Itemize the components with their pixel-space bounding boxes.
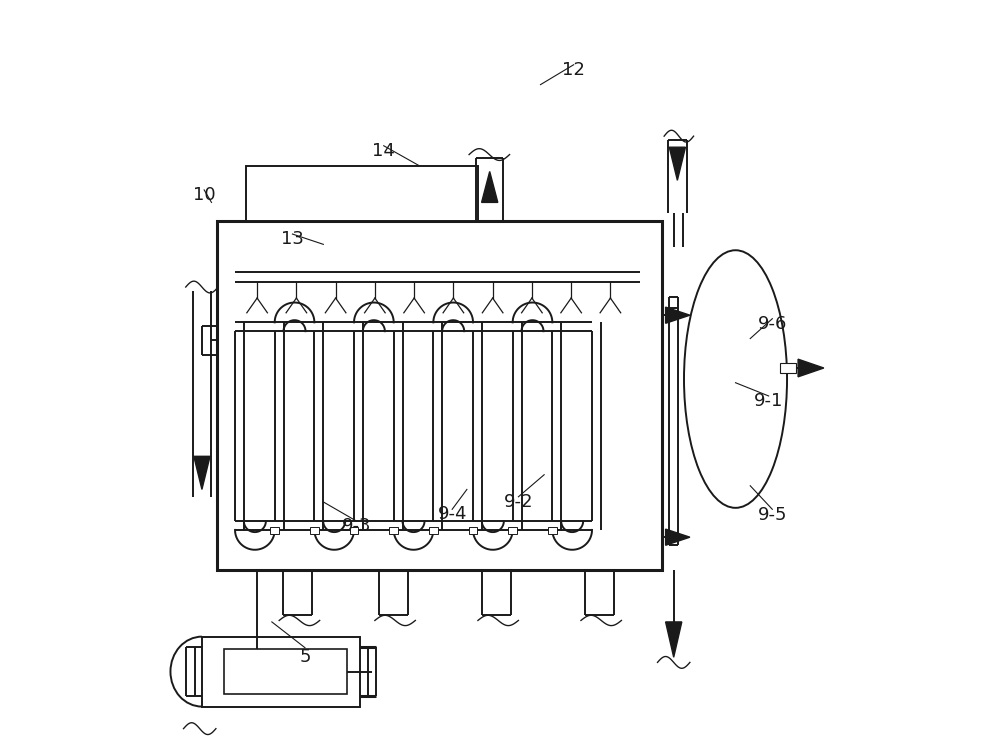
Polygon shape	[194, 456, 210, 489]
Bar	[202, 637, 360, 707]
Bar	[350, 527, 358, 534]
Bar	[508, 527, 517, 534]
Bar	[389, 527, 398, 534]
Text: 9-4: 9-4	[437, 505, 467, 523]
Text: 9-5: 9-5	[758, 506, 787, 524]
Bar	[780, 363, 796, 373]
Bar	[246, 166, 478, 221]
Polygon shape	[669, 147, 685, 180]
Text: 5: 5	[299, 648, 311, 665]
Text: 9-3: 9-3	[342, 517, 371, 535]
Bar	[469, 527, 477, 534]
Bar	[270, 527, 279, 534]
Text: 9-6: 9-6	[758, 315, 787, 333]
Polygon shape	[666, 622, 682, 657]
Bar	[310, 527, 319, 534]
Text: 9-1: 9-1	[754, 392, 783, 410]
Polygon shape	[666, 307, 690, 323]
Ellipse shape	[684, 250, 787, 508]
Bar	[217, 221, 662, 570]
Polygon shape	[666, 529, 690, 545]
Text: 14: 14	[372, 142, 395, 160]
Text: 10: 10	[193, 186, 215, 204]
Text: 13: 13	[281, 230, 304, 248]
Text: 9-2: 9-2	[504, 493, 533, 511]
Bar	[429, 527, 438, 534]
Polygon shape	[798, 359, 824, 377]
Polygon shape	[482, 171, 498, 202]
Bar	[224, 649, 347, 694]
Text: 12: 12	[562, 61, 585, 79]
Bar	[548, 527, 557, 534]
